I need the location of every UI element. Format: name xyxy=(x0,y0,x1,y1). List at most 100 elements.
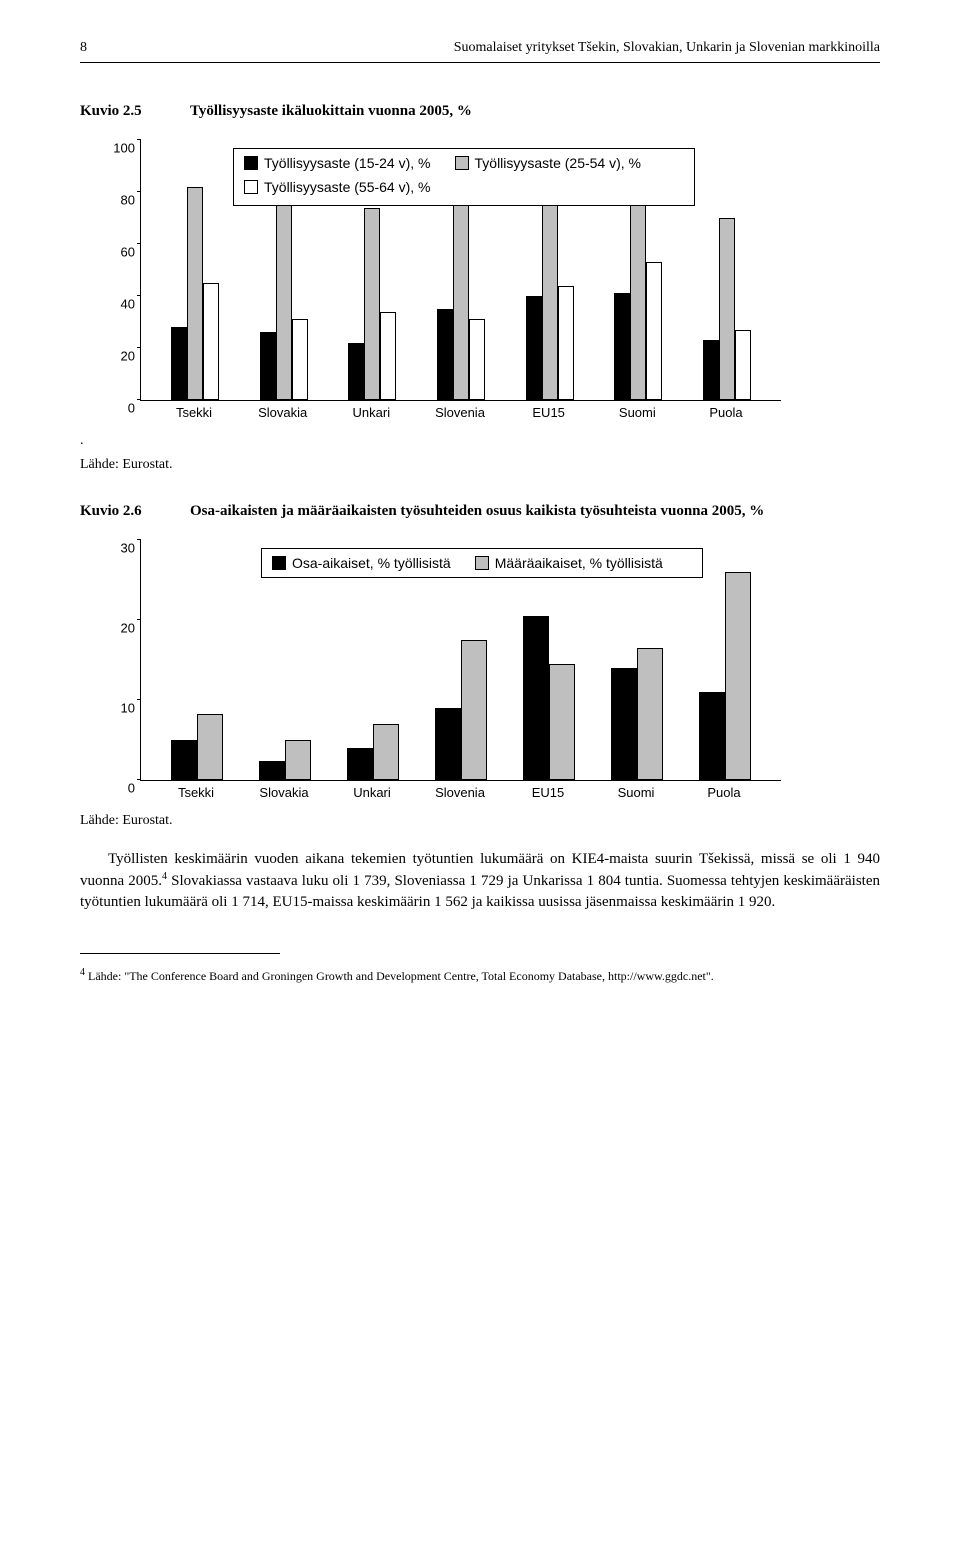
bar xyxy=(203,283,219,400)
bar xyxy=(646,262,662,400)
x-tick-label: Tsekki xyxy=(178,785,214,800)
figure1-chart: 020406080100Työllisyysaste (15-24 v), %T… xyxy=(140,140,781,401)
bar xyxy=(699,692,725,780)
x-tick-label: Suomi xyxy=(619,405,656,420)
bar xyxy=(611,668,637,780)
legend-label: Työllisyysaste (15-24 v), % xyxy=(264,155,431,171)
bar-group xyxy=(437,182,485,400)
bar xyxy=(542,197,558,400)
x-tick-label: Unkari xyxy=(353,405,391,420)
bar-group xyxy=(614,187,662,400)
x-tick-label: Puola xyxy=(709,405,742,420)
bar xyxy=(630,187,646,400)
bar xyxy=(614,293,630,400)
running-header: 8 Suomalaiset yritykset Tšekin, Slovakia… xyxy=(80,40,880,56)
y-tick-label: 30 xyxy=(121,541,141,556)
legend-label: Määräaikaiset, % työllisistä xyxy=(495,555,663,571)
bar xyxy=(437,309,453,400)
figure2-chart: 0102030Osa-aikaiset, % työllisistäMääräa… xyxy=(140,540,781,781)
bar xyxy=(347,748,373,780)
x-tick-label: Slovenia xyxy=(435,785,485,800)
bar xyxy=(364,208,380,400)
x-tick-label: Tsekki xyxy=(176,405,212,420)
legend-item: Osa-aikaiset, % työllisistä xyxy=(272,555,451,571)
bar xyxy=(719,218,735,400)
bar-group xyxy=(348,208,396,400)
bar-group xyxy=(259,740,311,780)
y-tick-label: 40 xyxy=(121,297,141,312)
y-tick-label: 0 xyxy=(128,781,141,796)
footnote-text: Lähde: "The Conference Board and Groning… xyxy=(85,969,714,983)
legend-label: Osa-aikaiset, % työllisistä xyxy=(292,555,451,571)
y-tick-label: 10 xyxy=(121,701,141,716)
bar-group xyxy=(260,205,308,400)
page-number: 8 xyxy=(80,40,87,56)
footnote-4: 4 Lähde: "The Conference Board and Groni… xyxy=(80,966,880,984)
figure1-chart-wrap: 020406080100Työllisyysaste (15-24 v), %T… xyxy=(140,140,880,423)
x-tick-label: Puola xyxy=(707,785,740,800)
y-tick-label: 20 xyxy=(121,349,141,364)
legend-swatch xyxy=(272,556,286,570)
bar-group xyxy=(171,714,223,780)
legend-label: Työllisyysaste (55-64 v), % xyxy=(264,179,431,195)
bar xyxy=(549,664,575,780)
bar xyxy=(725,572,751,780)
body-paragraph: Työllisten keskimäärin vuoden aikana tek… xyxy=(80,849,880,913)
figure1-caption: Työllisyysaste ikäluokittain vuonna 2005… xyxy=(190,103,880,120)
chart-legend: Osa-aikaiset, % työllisistä Määräaikaiset… xyxy=(261,548,703,578)
bar-group xyxy=(523,616,575,780)
bar xyxy=(259,761,285,780)
x-tick-label: Slovakia xyxy=(258,405,307,420)
bar xyxy=(703,340,719,400)
bar xyxy=(171,740,197,780)
bar xyxy=(526,296,542,400)
y-tick-label: 100 xyxy=(113,141,141,156)
bar xyxy=(380,312,396,400)
figure1-source: Lähde: Eurostat. xyxy=(80,457,880,473)
bar xyxy=(637,648,663,780)
figure2-caption: Osa-aikaisten ja määräaikaisten työsuhte… xyxy=(190,503,880,520)
figure1-title: Kuvio 2.5 Työllisyysaste ikäluokittain v… xyxy=(80,103,880,120)
header-rule xyxy=(80,62,880,63)
bar-group xyxy=(611,648,663,780)
x-tick-label: Suomi xyxy=(618,785,655,800)
figure2-label: Kuvio 2.6 xyxy=(80,503,190,520)
bar-group xyxy=(347,724,399,780)
figure2-title: Kuvio 2.6 Osa-aikaisten ja määräaikaiste… xyxy=(80,503,880,520)
bar xyxy=(348,343,364,400)
legend-swatch xyxy=(244,156,258,170)
figure2-xaxis: Tsekki Slovakia Unkari Slovenia EU15 Suomi Puo… xyxy=(140,781,780,803)
bar xyxy=(558,286,574,400)
chart-legend: Työllisyysaste (15-24 v), % Työllisyysast… xyxy=(233,148,695,206)
x-tick-label: Slovenia xyxy=(435,405,485,420)
bar xyxy=(187,187,203,400)
legend-item: Määräaikaiset, % työllisistä xyxy=(475,555,663,571)
bar-group xyxy=(171,187,219,400)
legend-swatch xyxy=(455,156,469,170)
legend-item: Työllisyysaste (55-64 v), % xyxy=(244,179,431,195)
figure2-source: Lähde: Eurostat. xyxy=(80,813,880,829)
legend-label: Työllisyysaste (25-54 v), % xyxy=(475,155,642,171)
figure2-chart-wrap: 0102030Osa-aikaiset, % työllisistäMääräa… xyxy=(140,540,880,803)
bar-group xyxy=(526,197,574,400)
bar xyxy=(461,640,487,780)
bar xyxy=(171,327,187,400)
y-tick-label: 80 xyxy=(121,193,141,208)
bar xyxy=(260,332,276,400)
bar xyxy=(523,616,549,780)
legend-swatch xyxy=(475,556,489,570)
legend-item: Työllisyysaste (25-54 v), % xyxy=(455,155,642,171)
bar-group xyxy=(699,572,751,780)
figure1-xaxis: TsekkiSlovakiaUnkariSloveniaEU15SuomiPuo… xyxy=(140,401,780,423)
x-tick-label: Unkari xyxy=(353,785,391,800)
x-tick-label: Slovakia xyxy=(259,785,308,800)
bar xyxy=(435,708,461,780)
bar xyxy=(276,205,292,400)
legend-swatch xyxy=(244,180,258,194)
x-tick-label: EU15 xyxy=(532,785,565,800)
bar-group xyxy=(703,218,751,400)
bar xyxy=(735,330,751,400)
legend-item: Työllisyysaste (15-24 v), % xyxy=(244,155,431,171)
bar xyxy=(285,740,311,780)
bar xyxy=(453,182,469,400)
